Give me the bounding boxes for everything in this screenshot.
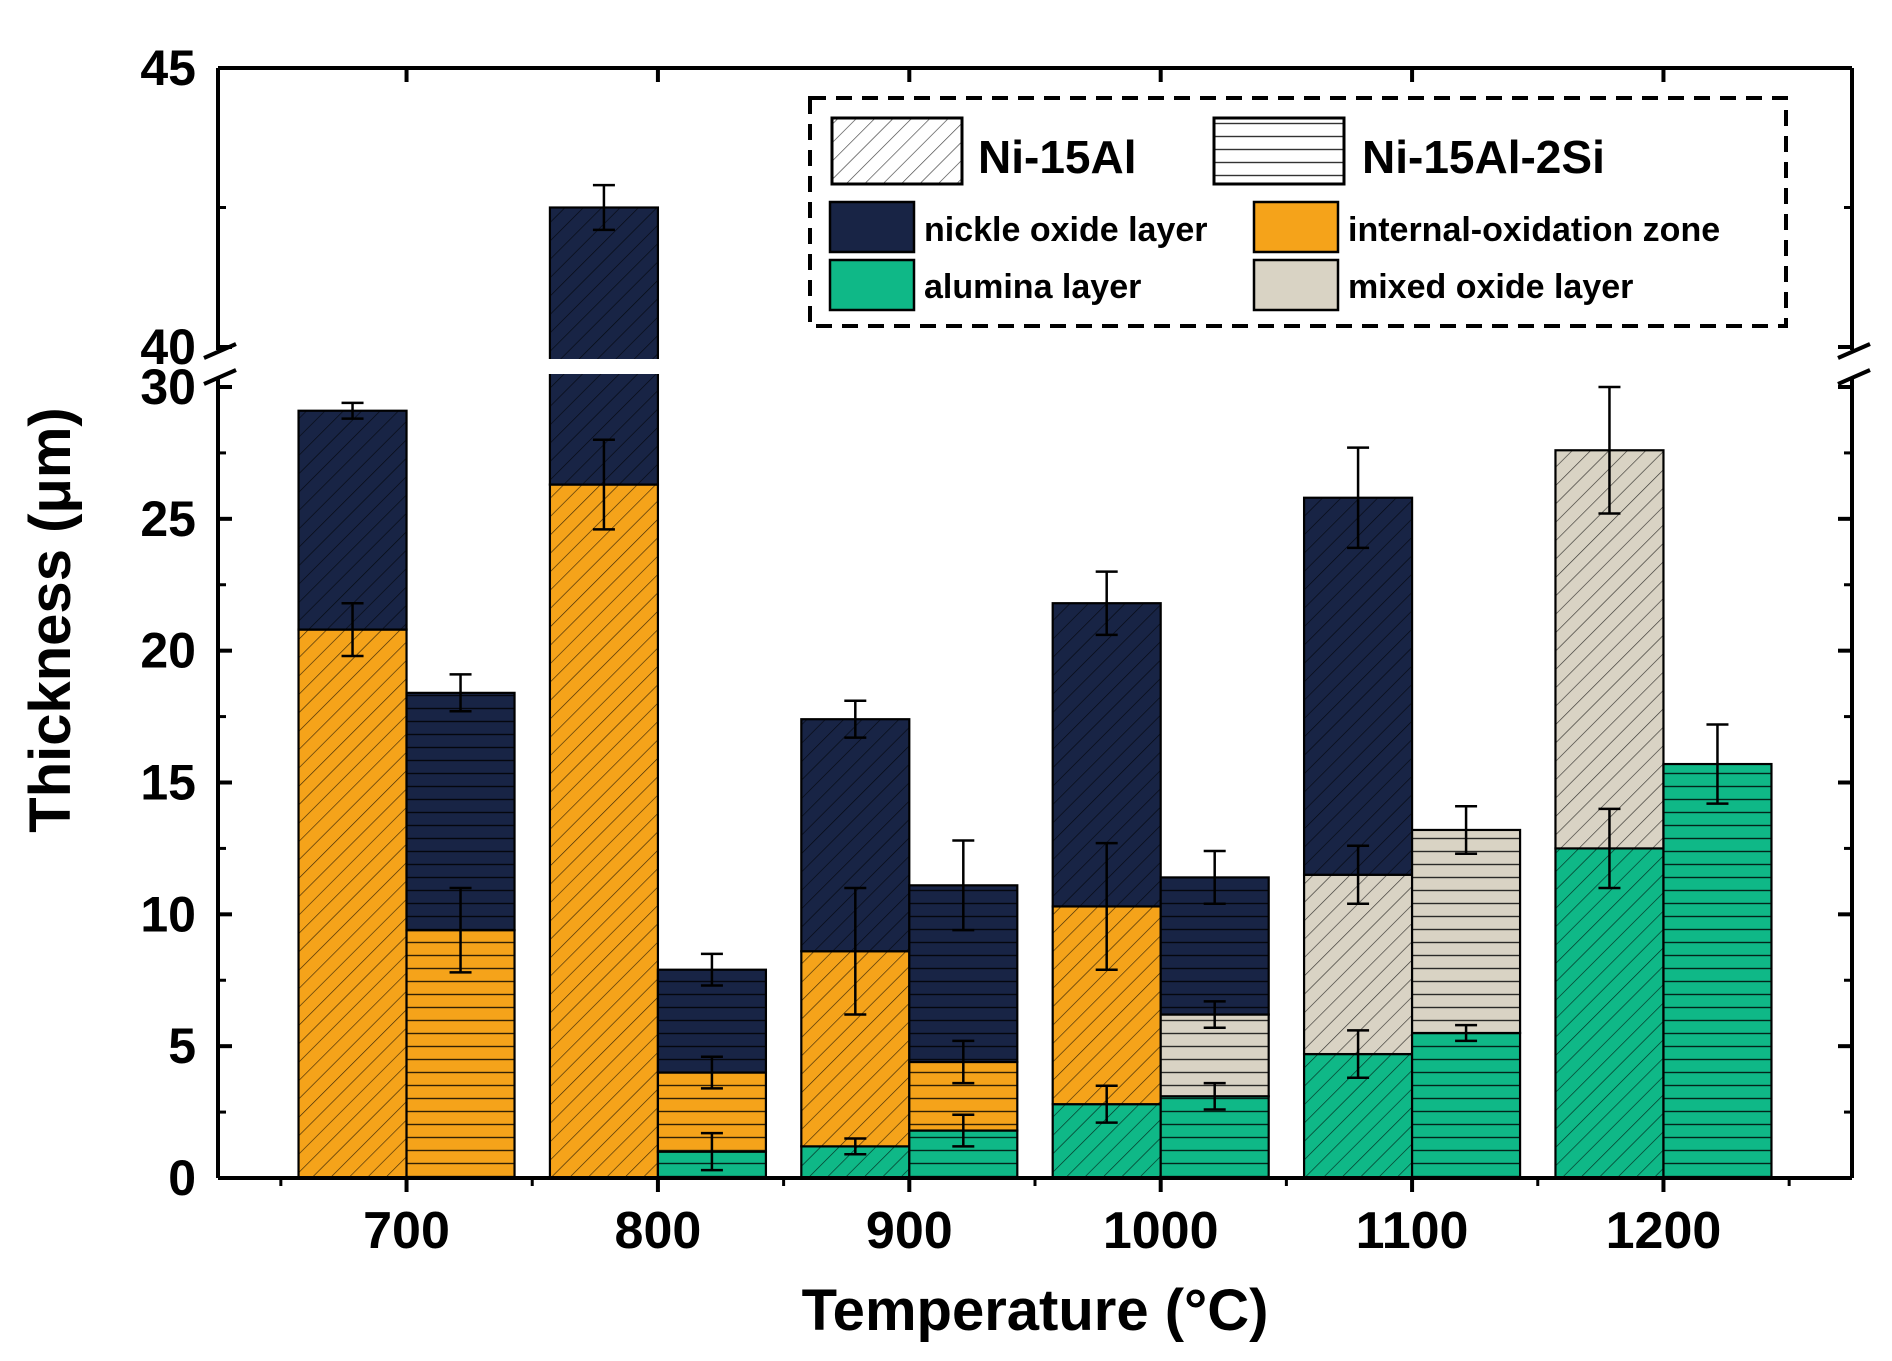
error-bar <box>1455 804 1478 855</box>
error-bar <box>1347 844 1370 906</box>
error-bar <box>844 699 867 739</box>
error-bar <box>1347 1029 1370 1080</box>
error-bar <box>592 438 615 531</box>
bar-segment-mixed-hatch <box>1554 449 1665 850</box>
error-bar <box>1203 849 1226 906</box>
error-bar <box>449 886 472 974</box>
x-tick-label: 900 <box>866 1202 953 1260</box>
right-break-mark-bottom <box>1837 368 1871 386</box>
legend-label-internal: internal-oxidation zone <box>1348 211 1720 249</box>
error-bar <box>1347 446 1370 550</box>
y-axis-label: Thickness (μm) <box>18 407 83 832</box>
legend: Ni-15Al Ni-15Al-2Si nickle oxide layer i… <box>808 96 1788 328</box>
error-bar <box>341 601 364 658</box>
error-bar <box>1203 1081 1226 1111</box>
error-bar <box>952 1113 975 1148</box>
bars-layer <box>297 206 1773 1180</box>
error-bar <box>1598 385 1621 515</box>
error-bar <box>449 673 472 713</box>
y-tick-label: 25 <box>140 491 196 547</box>
y-tick-label: 5 <box>168 1018 196 1074</box>
axis-break-marks <box>203 342 1871 386</box>
error-bar <box>700 1055 723 1090</box>
bar-segment-mixed-hatch <box>1410 828 1522 1035</box>
error-bar <box>1095 570 1118 637</box>
y-tick-label: 40 <box>140 319 196 375</box>
x-tick-label: 1000 <box>1103 1202 1219 1260</box>
legend-swatch-nickel <box>828 200 916 254</box>
y-tick-label: 30 <box>140 359 196 415</box>
legend-swatch-ni15al2si <box>1212 116 1346 186</box>
bar-segment-internal-hatch <box>297 628 408 1180</box>
y-tick-label: 10 <box>140 886 196 942</box>
y-tick-label: 45 <box>140 40 196 96</box>
error-bar <box>1455 1023 1478 1043</box>
x-tick-label: 700 <box>363 1202 450 1260</box>
error-bar <box>592 183 615 232</box>
error-bars-layer <box>341 183 1729 1172</box>
legend-swatch-alumina <box>828 258 916 312</box>
x-tick-label: 800 <box>615 1202 702 1260</box>
legend-label-nickel: nickle oxide layer <box>924 211 1208 249</box>
legend-swatch-ni15al <box>830 116 964 186</box>
bar-segment-alumina-hatch <box>1662 762 1773 1180</box>
bar-segment-alumina-hatch <box>1410 1031 1522 1180</box>
error-bar <box>1095 841 1118 971</box>
x-tick-label: 1100 <box>1356 1202 1469 1260</box>
right-break-mark-top <box>1837 342 1871 360</box>
y-tick-label: 20 <box>140 623 196 679</box>
bar-segment-alumina-hatch <box>1554 847 1665 1180</box>
bar-segment-nickel-hatch <box>297 409 408 631</box>
bar-break-gap <box>546 359 661 374</box>
y-tick-label: 15 <box>140 755 196 811</box>
y-tick-label: 0 <box>168 1150 196 1206</box>
legend-label-ni15al: Ni-15Al <box>978 131 1136 183</box>
error-bar <box>1598 807 1621 890</box>
legend-swatch-mixed <box>1252 258 1340 312</box>
error-bar <box>1203 1000 1226 1029</box>
error-bar <box>1706 723 1729 805</box>
bar-segment-nickel-hatch <box>1302 496 1414 876</box>
error-bar <box>1095 1084 1118 1124</box>
error-bar <box>700 952 723 987</box>
bar-segment-nickel-hatch <box>656 968 768 1074</box>
error-bar <box>952 839 975 932</box>
error-bar <box>844 886 867 1016</box>
bar-segment-internal-hatch <box>548 483 660 1180</box>
legend-swatch-internal <box>1252 200 1340 254</box>
x-tick-label: 1200 <box>1606 1202 1722 1260</box>
legend-label-mixed: mixed oxide layer <box>1348 268 1633 306</box>
x-axis-label: Temperature (°C) <box>802 1278 1269 1343</box>
error-bar <box>341 401 364 420</box>
error-bar <box>952 1039 975 1085</box>
error-bar <box>700 1131 723 1172</box>
legend-label-alumina: alumina layer <box>924 268 1141 306</box>
error-bar <box>844 1137 867 1156</box>
legend-label-ni15al2si: Ni-15Al-2Si <box>1362 131 1605 183</box>
left-break-mark-bottom <box>203 368 237 386</box>
